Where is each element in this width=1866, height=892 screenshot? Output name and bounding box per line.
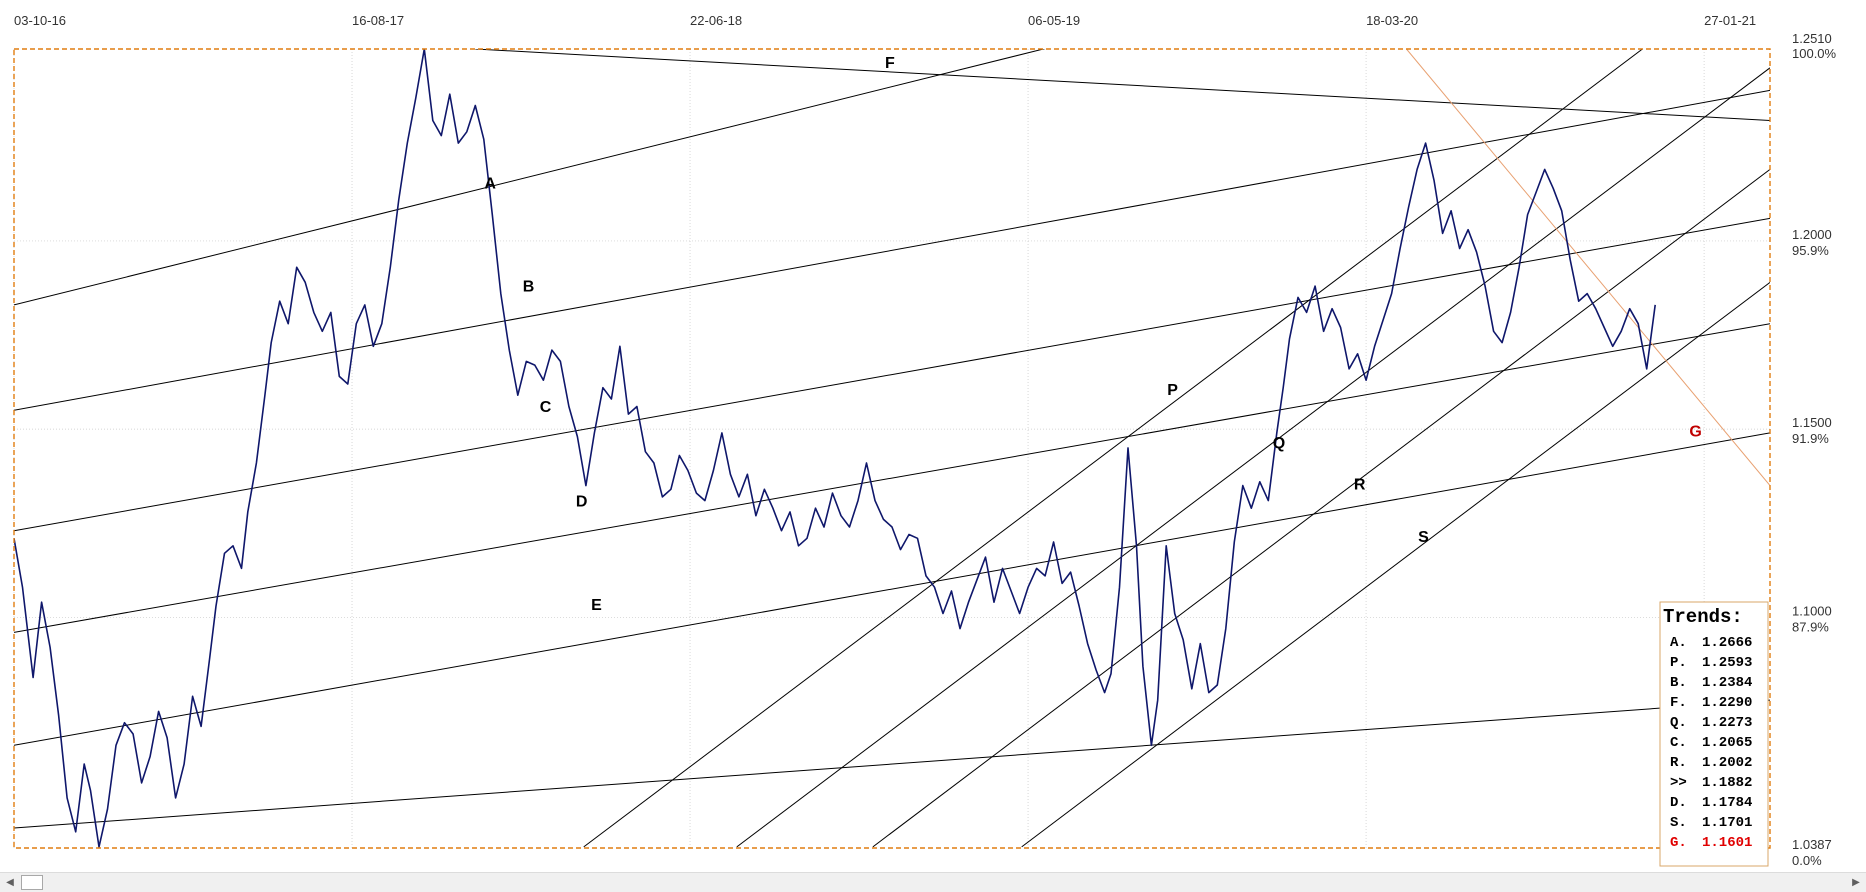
- legend-entry-value: 1.2273: [1702, 715, 1752, 731]
- legend-entry-value: 1.1601: [1702, 835, 1752, 851]
- legend-entry-value: 1.1701: [1702, 815, 1752, 831]
- legend-box: [1659, 601, 1769, 867]
- chart-frame: [13, 48, 1771, 849]
- trend-label-a: A: [484, 176, 496, 193]
- x-date-label: 16-08-17: [352, 13, 404, 28]
- y-price-label: 1.1500: [1792, 415, 1832, 430]
- x-date-label: 18-03-20: [1366, 13, 1418, 28]
- y-percent-label: 95.9%: [1792, 243, 1829, 258]
- legend-entry-value: 1.2065: [1702, 735, 1752, 751]
- trend-label-c: C: [540, 399, 552, 416]
- y-price-label: 1.0387: [1792, 837, 1832, 852]
- y-percent-label: 91.9%: [1792, 431, 1829, 446]
- legend-entry-label: S.: [1670, 815, 1687, 831]
- legend-entry-value: 1.2593: [1702, 655, 1752, 671]
- legend-entry-value: 1.1784: [1702, 795, 1752, 811]
- y-percent-label: 87.9%: [1792, 619, 1829, 634]
- scrollbar-thumb[interactable]: [21, 875, 43, 890]
- trend-label-d: D: [576, 493, 588, 510]
- trend-line-d: [14, 323, 1770, 633]
- x-date-label: 03-10-16: [14, 13, 66, 28]
- trend-line-a: [14, 49, 1046, 306]
- trend-label-e: E: [591, 597, 602, 614]
- trend-line-labels: A B C D E F P Q R S G: [484, 55, 1701, 614]
- y-percent-label: 100.0%: [1792, 46, 1837, 61]
- trend-line-r: [872, 169, 1770, 848]
- trend-line-c: [14, 217, 1770, 532]
- legend-entry-value: 1.2384: [1702, 675, 1752, 691]
- trend-label-s: S: [1418, 529, 1429, 546]
- trend-line-q: [736, 67, 1770, 848]
- trend-label-f: F: [885, 55, 895, 72]
- trend-line-s: [1021, 281, 1770, 848]
- legend-entry-label: C.: [1670, 735, 1687, 751]
- legend-entry-label: R.: [1670, 755, 1687, 771]
- scroll-right-arrow-icon[interactable]: ▶: [1852, 877, 1860, 888]
- legend-entry-label: P.: [1670, 655, 1687, 671]
- trend-label-r: R: [1354, 476, 1366, 493]
- y-price-label: 1.2000: [1792, 227, 1832, 242]
- trend-label-p: P: [1167, 382, 1178, 399]
- trends-legend: Trends: A. 1.2666 P. 1.2593 B. 1.2384 F. 1.2290 Q…: [1659, 601, 1769, 867]
- legend-entry-label: A.: [1670, 635, 1687, 651]
- x-date-label: 27-01-21: [1704, 13, 1756, 28]
- price-line: [14, 49, 1656, 848]
- x-date-label: 06-05-19: [1028, 13, 1080, 28]
- trend-chart: 03-10-16 16-08-17 22-06-18 06-05-19 18-03-20…: [13, 13, 1837, 868]
- trend-line-g: [1406, 49, 1770, 486]
- trend-line-f: [475, 49, 1770, 122]
- grid-lines: [13, 49, 1770, 848]
- scroll-left-arrow-icon[interactable]: ◀: [6, 877, 14, 888]
- legend-entry-value: 1.2002: [1702, 755, 1752, 771]
- legend-entry-label: >>: [1670, 775, 1687, 791]
- legend-entry-value: 1.2290: [1702, 695, 1752, 711]
- y-price-label: 1.1000: [1792, 603, 1832, 618]
- legend-entry-label: G.: [1670, 835, 1687, 851]
- legend-entry-label: B.: [1670, 675, 1687, 691]
- price-series: [14, 49, 1656, 848]
- legend-entry-value: 1.1882: [1702, 775, 1752, 791]
- x-date-label: 22-06-18: [690, 13, 742, 28]
- y-price-label: 1.2510: [1792, 31, 1832, 46]
- legend-entry-label: D.: [1670, 795, 1687, 811]
- trend-line: [14, 699, 1770, 829]
- trend-label-g: G: [1689, 424, 1701, 441]
- trend-line-p: [583, 49, 1643, 848]
- legend-entry-value: 1.2666: [1702, 635, 1752, 651]
- trend-line-b: [14, 89, 1770, 411]
- trend-label-q: Q: [1273, 435, 1285, 452]
- x-axis-date-labels: 03-10-16 16-08-17 22-06-18 06-05-19 18-03-20…: [14, 13, 1756, 28]
- legend-entry-label: F.: [1670, 695, 1687, 711]
- trend-lines: [14, 49, 1770, 848]
- horizontal-scrollbar[interactable]: ◀ ▶: [0, 872, 1866, 892]
- trend-line-e: [14, 432, 1770, 746]
- legend-entry-label: Q.: [1670, 715, 1687, 731]
- y-percent-label: 0.0%: [1792, 853, 1822, 868]
- legend-title: Trends:: [1663, 606, 1743, 628]
- trend-label-b: B: [523, 279, 535, 296]
